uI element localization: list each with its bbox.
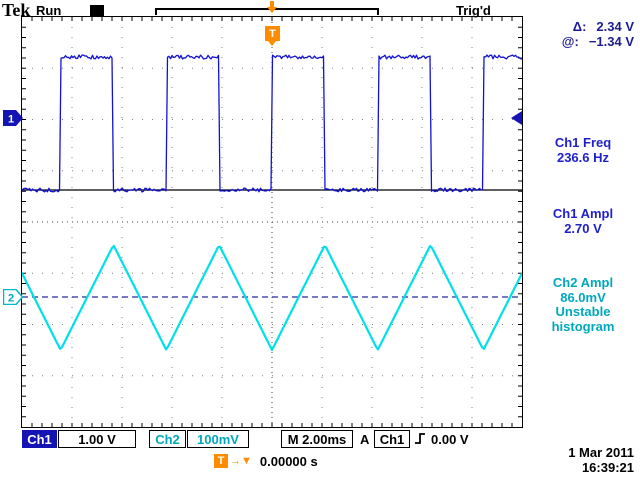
time-value: 16:39:21 — [526, 460, 634, 475]
acquisition-indicator-icon — [90, 5, 104, 16]
trigger-flag-tip-icon — [268, 41, 276, 46]
ch1-channel-badge: Ch1 — [22, 430, 57, 448]
cursor-readout: Δ: 2.34 V @: −1.34 V — [526, 19, 636, 49]
ch2-ground-marker: 2 — [3, 289, 23, 305]
measurement-ch1-freq: Ch1 Freq 236.6 Hz — [526, 136, 640, 165]
trigger-pos-badge: T — [214, 454, 228, 468]
measurement-value: 86.0mV — [526, 291, 640, 306]
measurement-title: Ch1 Freq — [526, 136, 640, 151]
measurement-value: 236.6 Hz — [526, 151, 640, 166]
ch2-marker-label: 2 — [8, 293, 14, 305]
ch2-channel-badge: Ch2 — [149, 430, 186, 448]
oscilloscope-screen: Tek Run Trig'd 1 2 T Δ: 2.34 V @: −1.34 … — [0, 0, 640, 480]
measurement-note: histogram — [526, 320, 640, 335]
horizontal-trigger-position: T →▼ 0.00000 s — [214, 453, 318, 469]
trigger-level-arrow-icon — [511, 111, 523, 125]
cursor-at-row: @: −1.34 V — [526, 34, 636, 49]
trigger-system-label: A — [360, 432, 369, 447]
measurement-value: 2.70 V — [526, 222, 640, 237]
date-value: 1 Mar 2011 — [526, 445, 634, 460]
graticule — [21, 16, 523, 428]
cursor-at-label: @: — [562, 34, 579, 49]
datetime-readout: 1 Mar 2011 16:39:21 — [526, 445, 634, 475]
measurement-ch1-ampl: Ch1 Ampl 2.70 V — [526, 207, 640, 236]
measurement-note: Unstable — [526, 305, 640, 320]
ch1-scale-readout: 1.00 V — [58, 430, 136, 448]
cursor-delta-value: 2.34 V — [596, 19, 634, 34]
timebase-readout: M 2.00ms — [281, 430, 353, 448]
measurement-title: Ch2 Ampl — [526, 276, 640, 291]
ch1-ground-marker: 1 — [3, 110, 23, 126]
ch2-scale-readout: 100mV — [187, 430, 249, 448]
measurement-title: Ch1 Ampl — [526, 207, 640, 222]
cursor-delta-row: Δ: 2.34 V — [526, 19, 636, 34]
cursor-at-value: −1.34 V — [589, 34, 634, 49]
trigger-pos-value: 0.00000 s — [260, 454, 318, 469]
trigger-source-readout: Ch1 — [374, 430, 410, 448]
ch1-marker-label: 1 — [8, 114, 14, 126]
trigger-level-readout: 0.00 V — [431, 432, 469, 447]
rising-edge-icon — [413, 430, 427, 446]
trigger-position-flag: T — [265, 26, 280, 41]
trigger-flag-label: T — [269, 28, 276, 40]
measurement-ch2-ampl: Ch2 Ampl 86.0mV Unstable histogram — [526, 276, 640, 334]
cursor-delta-label: Δ: — [573, 19, 587, 34]
waveform-display — [22, 17, 522, 427]
record-trigger-position-icon — [266, 0, 278, 14]
trigger-pos-arrow-icon: →▼ — [230, 454, 252, 468]
